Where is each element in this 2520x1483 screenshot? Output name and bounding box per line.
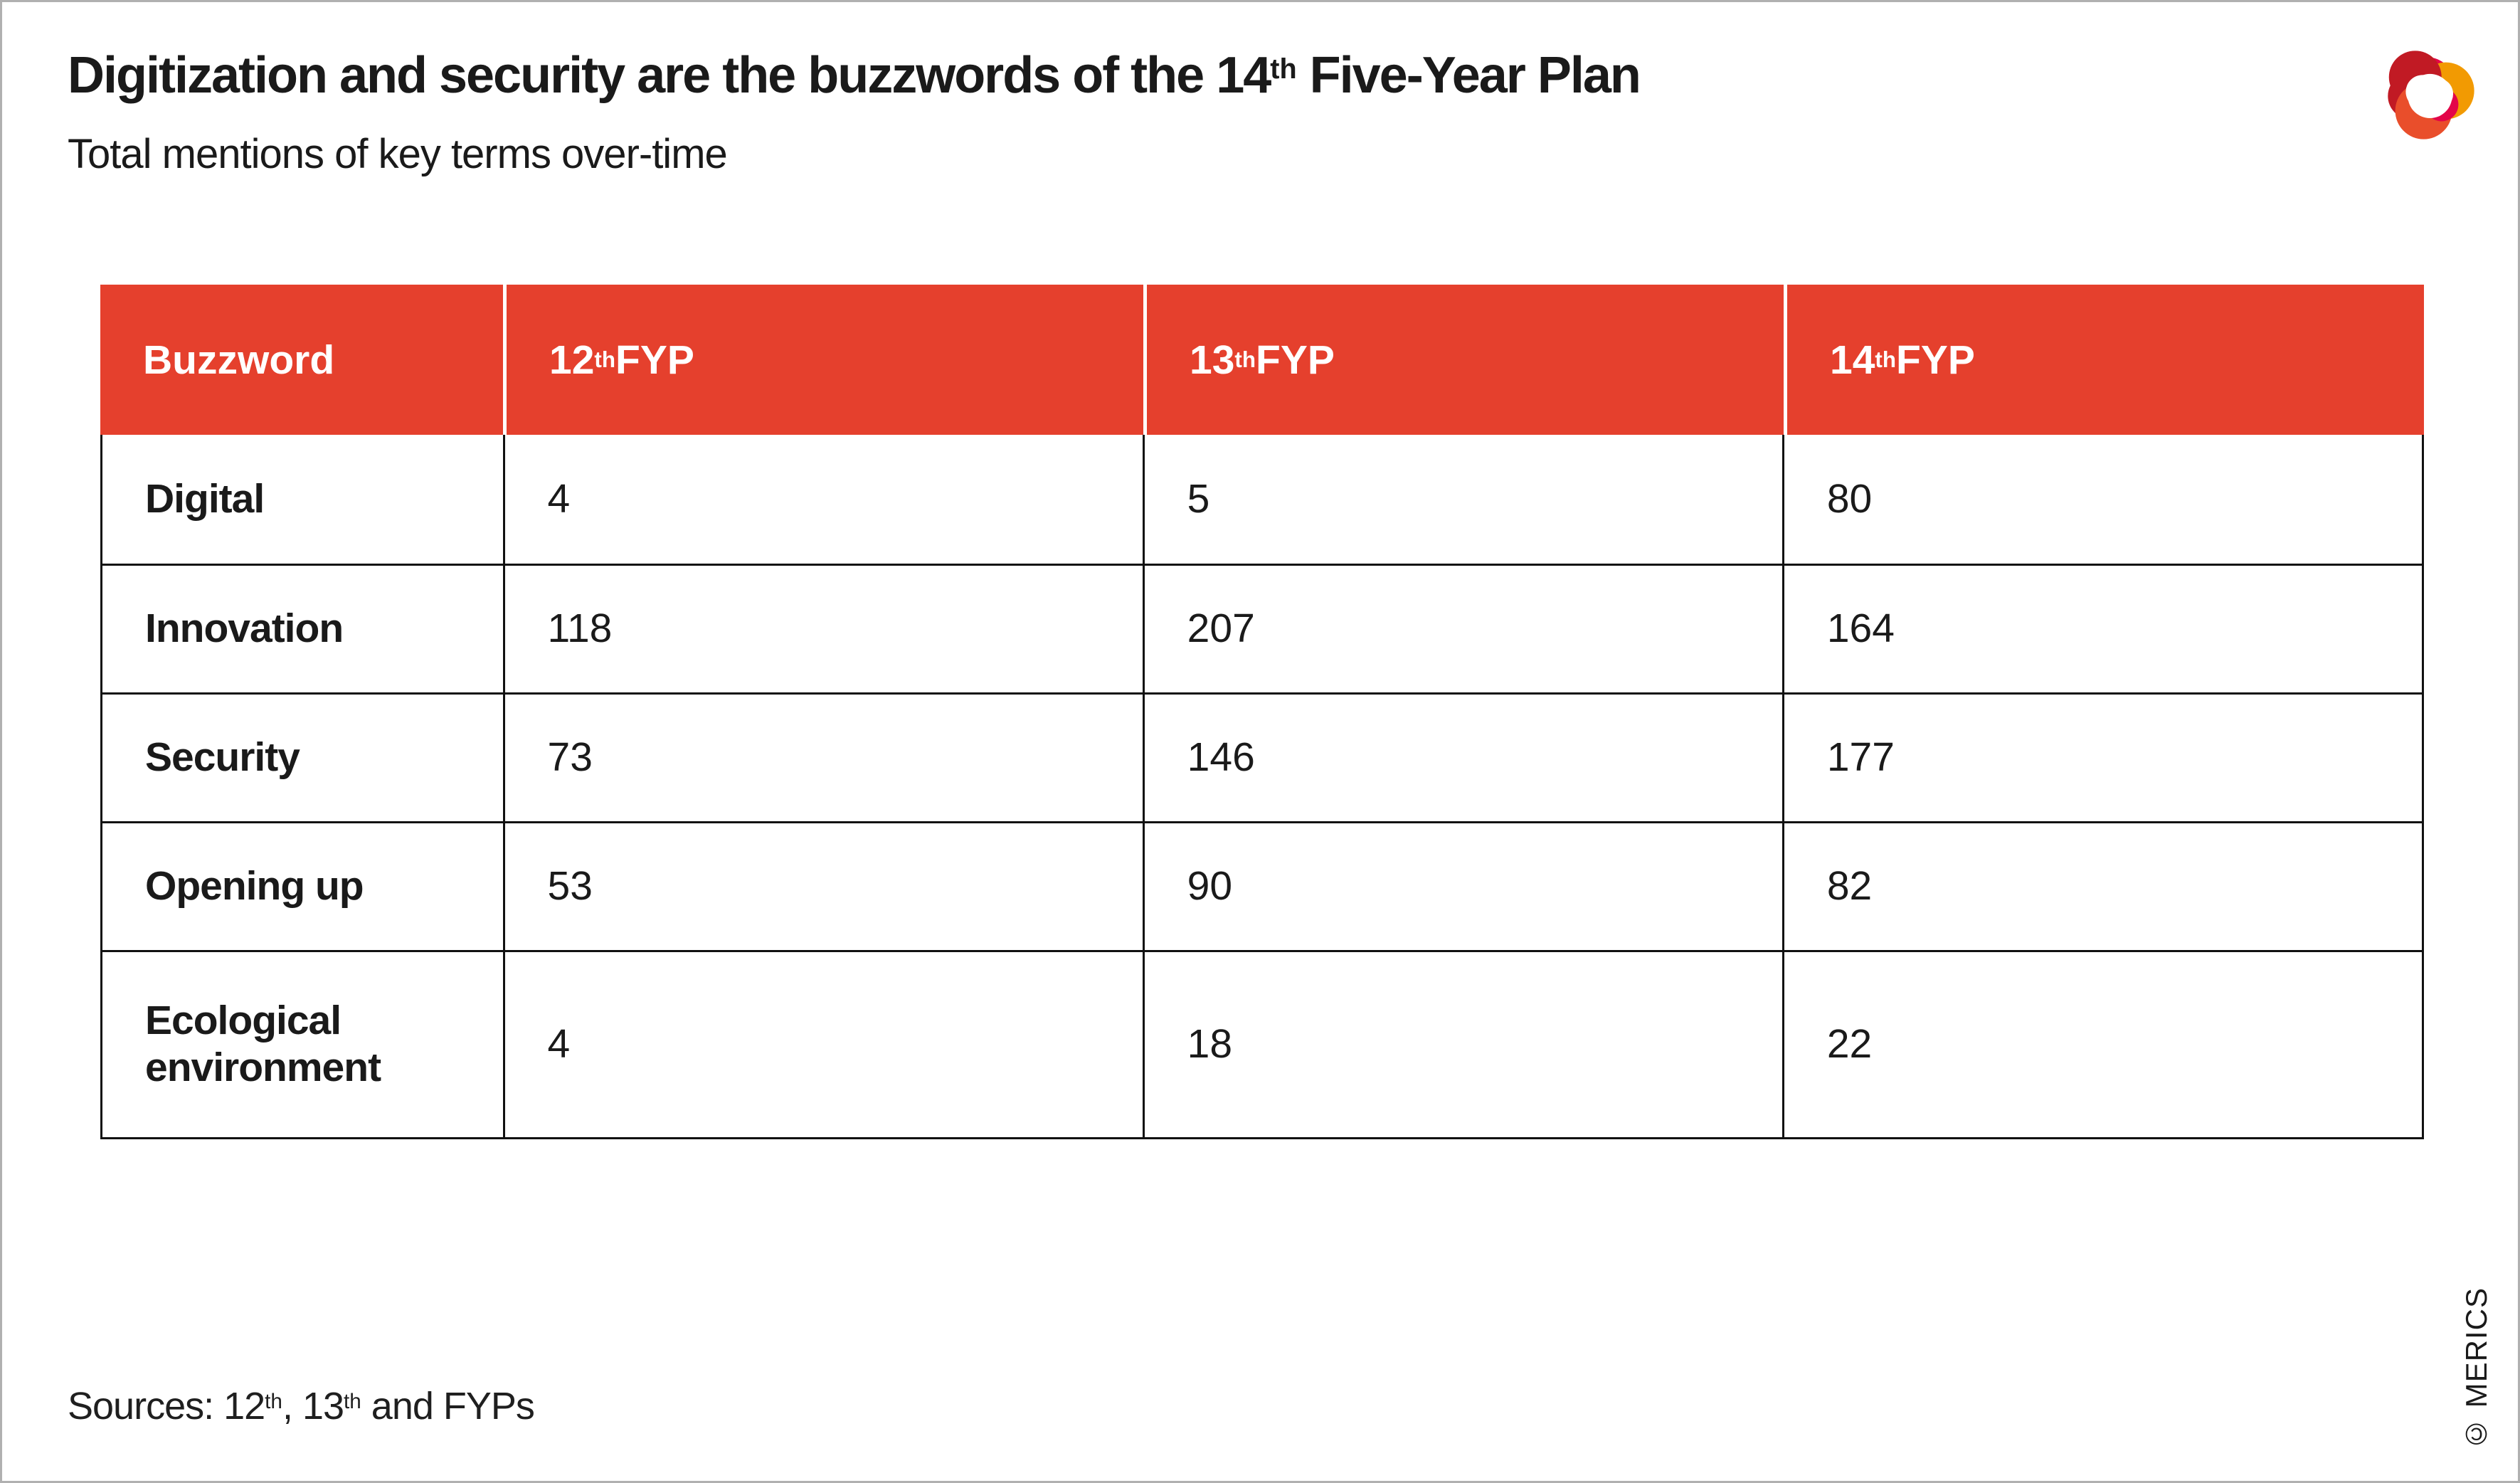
table-body: Digital 4 5 80 Innovation 118 207 164 Se… xyxy=(100,435,2424,1139)
cell-value: 164 xyxy=(1782,566,2422,692)
row-label: Ecological environment xyxy=(145,998,381,1090)
merics-logo-icon xyxy=(2388,51,2474,139)
page-title: Digitization and security are the buzzwo… xyxy=(68,47,1641,104)
row-label: Opening up xyxy=(145,863,364,909)
row-label: Security xyxy=(145,734,300,781)
row-label: Innovation xyxy=(145,606,344,652)
cell-value: 18 xyxy=(1142,952,1782,1137)
page-title-text-rest: Five-Year Plan xyxy=(1296,47,1641,104)
header-superscript: th xyxy=(1234,347,1256,372)
header-label: 12 xyxy=(549,337,595,383)
header-superscript: th xyxy=(1875,347,1896,372)
header-label-rest: FYP xyxy=(615,337,694,383)
cell-value: 53 xyxy=(502,823,1143,950)
table-row-security: Security 73 146 177 xyxy=(102,692,2422,821)
table-row-digital: Digital 4 5 80 xyxy=(102,435,2422,564)
sources-superscript: th xyxy=(344,1390,361,1414)
cell-value: 4 xyxy=(502,435,1143,564)
header-label: 14 xyxy=(1830,337,1875,383)
cell-value: 177 xyxy=(1782,695,2422,821)
row-label: Digital xyxy=(145,475,265,522)
cell-value: 73 xyxy=(502,695,1143,821)
cell-value: 90 xyxy=(1142,823,1782,950)
sources-text: Sources: 12 xyxy=(68,1385,265,1427)
table-row-opening-up: Opening up 53 90 82 xyxy=(102,821,2422,950)
header-label-rest: FYP xyxy=(1256,337,1335,383)
page-subtitle: Total mentions of key terms over-time xyxy=(68,131,728,177)
header-cell-buzzword: Buzzword xyxy=(100,285,503,435)
cell-value: 4 xyxy=(502,952,1143,1137)
header-label-rest: FYP xyxy=(1896,337,1975,383)
sources-text: and FYPs xyxy=(361,1385,535,1427)
cell-value: 146 xyxy=(1142,695,1782,821)
cell-value: 80 xyxy=(1782,435,2422,564)
header-superscript: th xyxy=(594,347,615,372)
table-row-ecological-environment: Ecological environment 4 18 22 xyxy=(102,950,2422,1137)
cell-value: 118 xyxy=(502,566,1143,692)
page-title-superscript: th xyxy=(1270,53,1297,85)
header-label: 13 xyxy=(1190,337,1235,383)
header-label: Buzzword xyxy=(143,337,335,383)
cell-value: 22 xyxy=(1782,952,2422,1137)
cell-value: 207 xyxy=(1142,566,1782,692)
sources-text: , 13 xyxy=(282,1385,344,1427)
sources-superscript: th xyxy=(265,1390,282,1414)
sources-note: Sources: 12th, 13th and FYPs xyxy=(68,1384,535,1428)
page-title-text: Digitization and security are the buzzwo… xyxy=(68,47,1271,104)
table-row-innovation: Innovation 118 207 164 xyxy=(102,564,2422,692)
copyright-vertical-label: © MERICS xyxy=(2460,1287,2493,1451)
cell-value: 82 xyxy=(1782,823,2422,950)
cell-value: 5 xyxy=(1142,435,1782,564)
